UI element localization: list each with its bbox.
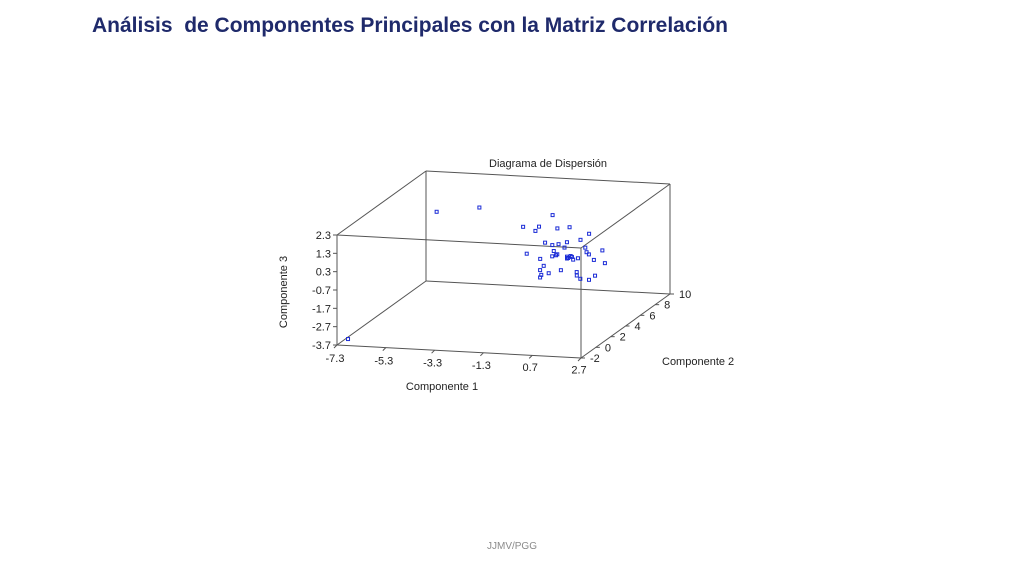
chart-title: Diagrama de Dispersión: [489, 158, 607, 170]
scatter-point: [521, 224, 526, 229]
x-tick: [528, 355, 533, 359]
x-tick-label: -1.3: [472, 360, 491, 372]
scatter-point: [591, 257, 596, 262]
scatter-point: [537, 224, 542, 229]
scatter-point: [574, 270, 579, 275]
scatter-point: [562, 245, 567, 250]
scatter-point: [602, 261, 607, 266]
z-tick-label: -2.7: [312, 322, 331, 334]
z-tick-label: 1.3: [316, 248, 331, 260]
x-tick-label: -7.3: [326, 353, 345, 365]
z-tick-label: 2.3: [316, 230, 331, 242]
y-tick-label: 2: [620, 332, 626, 344]
scatter-point: [543, 240, 548, 245]
x-tick-label: 2.7: [571, 365, 586, 377]
scatter-point: [524, 251, 529, 256]
x-tick: [480, 352, 484, 357]
scatter-point: [583, 245, 588, 250]
scatter-point: [586, 277, 591, 282]
box-edge: [425, 170, 671, 185]
scatter-point: [575, 256, 580, 261]
scatter-point: [541, 263, 546, 268]
scatter-point: [569, 254, 574, 259]
scatter-point: [434, 209, 439, 214]
z-tick-label: 0.3: [316, 267, 331, 279]
y-axis-label: Componente 2: [662, 356, 734, 368]
box-edge: [336, 280, 427, 346]
scatter-point: [539, 272, 544, 277]
box-edge: [580, 183, 671, 249]
x-tick: [382, 347, 387, 351]
scatter-point: [584, 250, 589, 255]
y-tick-label: -2: [590, 353, 600, 365]
scatter-point: [550, 213, 555, 218]
scatter-point: [558, 268, 563, 273]
z-axis-ticks: 2.3 1.3 0.3 -0.7 -1.7 -2.7 -3.7: [312, 230, 337, 352]
scatter-point: [564, 240, 569, 245]
x-tick-label: -3.3: [423, 358, 442, 370]
scatter-point: [550, 243, 555, 248]
box-edge: [336, 344, 582, 359]
plot-box: [336, 170, 671, 359]
scatter-point: [538, 256, 543, 261]
y-tick-label: 10: [679, 289, 691, 301]
scatter-point: [550, 254, 555, 259]
box-edge: [425, 280, 671, 295]
scatter-point: [346, 337, 351, 342]
x-tick: [431, 349, 435, 354]
scatter-point: [587, 231, 592, 236]
x-axis-ticks: -7.3 -5.3 -3.3 -1.3 0.7 2.7: [326, 344, 587, 377]
scatter-point: [551, 249, 556, 254]
z-axis-label: Componente 3: [278, 256, 290, 328]
z-tick-label: -3.7: [312, 340, 331, 352]
scatter-point: [600, 248, 605, 253]
x-axis-label: Componente 1: [406, 381, 478, 393]
scatter-point: [578, 276, 583, 281]
scatter-point: [565, 256, 570, 261]
scatter-point: [477, 205, 482, 210]
x-tick-label: -5.3: [374, 355, 393, 367]
scatter-point: [578, 237, 583, 242]
scatter-point: [533, 228, 538, 233]
box-edge: [336, 170, 427, 236]
scatter-point: [586, 252, 591, 257]
box-edge: [336, 234, 582, 249]
z-tick-label: -0.7: [312, 285, 331, 297]
scatter-point: [574, 273, 579, 278]
scatter-point: [546, 271, 551, 276]
z-tick-label: -1.7: [312, 303, 331, 315]
slide-title: Análisis de Componentes Principales con …: [92, 14, 728, 37]
scatter-point: [538, 268, 543, 273]
x-tick-label: 0.7: [523, 362, 538, 374]
y-tick-label: 0: [605, 342, 611, 354]
y-tick-label: 6: [649, 310, 655, 322]
y-tick-label: 8: [664, 300, 670, 312]
scatter-point: [593, 273, 598, 278]
x-tick: [577, 357, 582, 362]
scatter-point: [567, 225, 572, 230]
y-tick-label: 4: [635, 321, 641, 333]
scatter-point: [556, 242, 561, 247]
footer-credit: JJMV/PGG: [486, 541, 537, 552]
scatter-point: [554, 253, 559, 258]
scatter-point: [555, 226, 560, 231]
data-points: [346, 205, 607, 342]
